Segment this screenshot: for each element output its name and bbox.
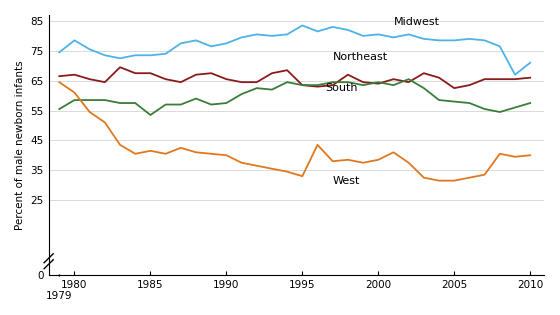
Y-axis label: Percent of male newborn infants: Percent of male newborn infants: [15, 60, 25, 230]
Text: Northeast: Northeast: [333, 52, 388, 62]
Text: West: West: [333, 176, 360, 186]
Text: South: South: [325, 83, 358, 93]
Text: Midwest: Midwest: [394, 17, 440, 27]
Text: 1979: 1979: [46, 291, 73, 301]
